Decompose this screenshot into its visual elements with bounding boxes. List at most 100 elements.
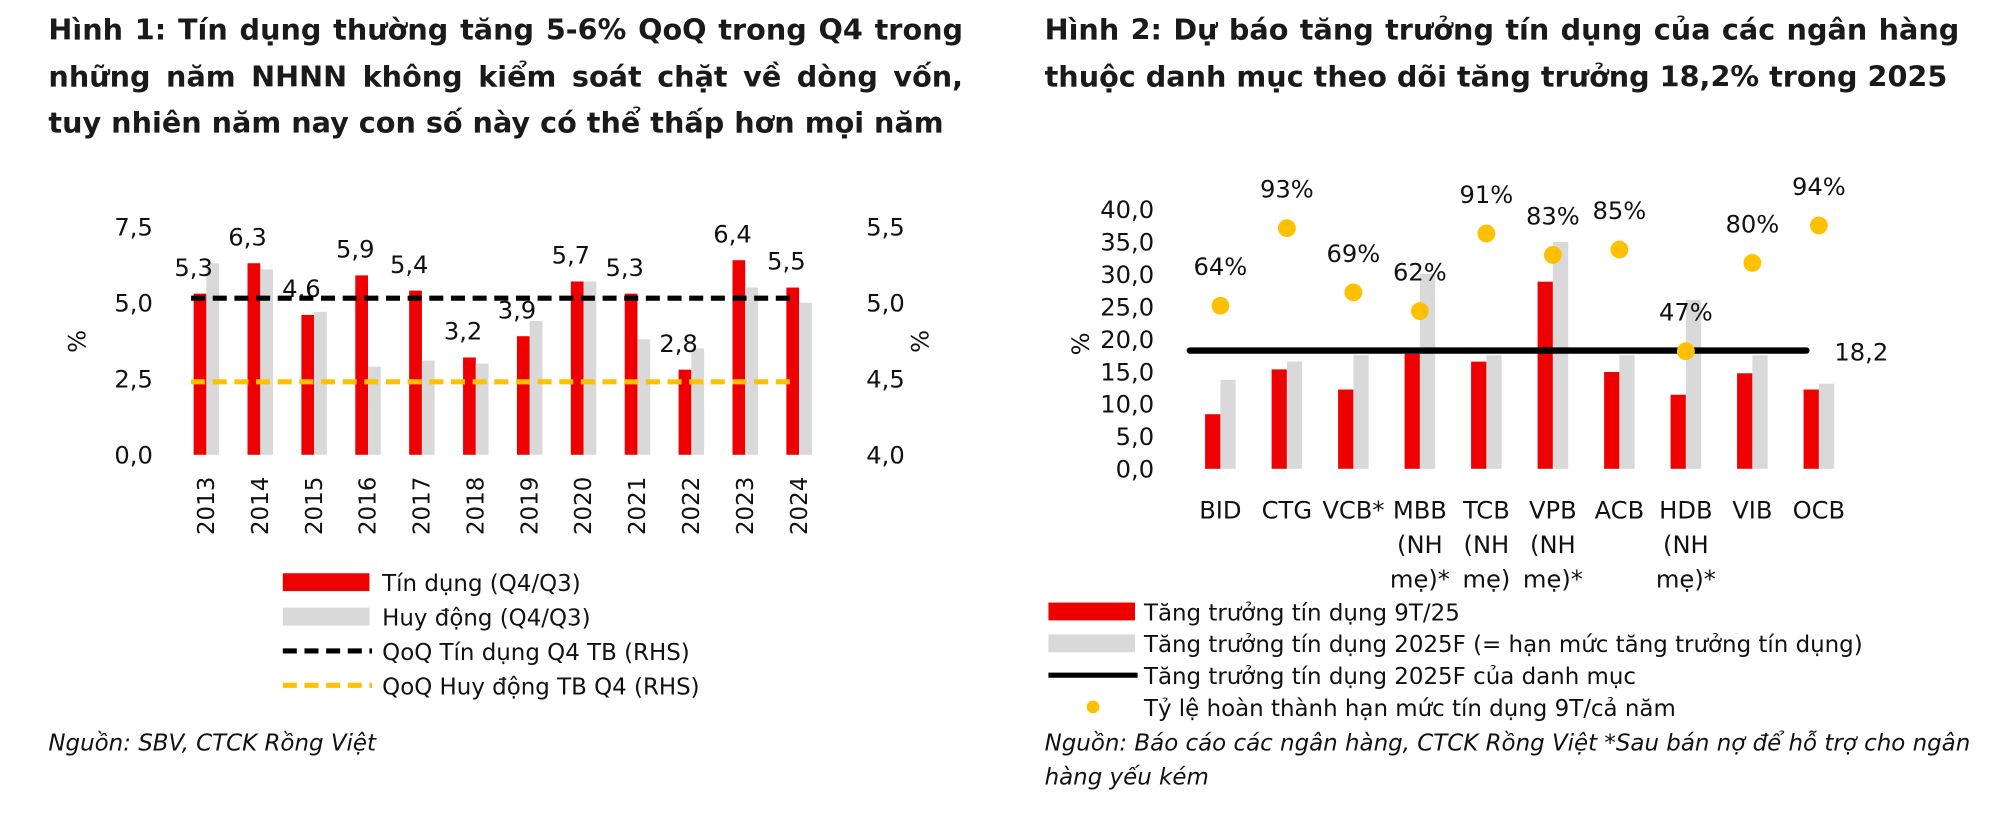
data-label-2016: 5,9 xyxy=(336,236,374,264)
y2-tick-label: 4,5 xyxy=(866,366,904,394)
y-tick-label: 0,0 xyxy=(1116,456,1154,484)
x-tick-label-HDB: HDB xyxy=(1659,496,1712,524)
bar-tin-dung-2022 xyxy=(678,369,692,455)
y-tick-label: 7,5 xyxy=(114,214,152,242)
bar-9t25-VPB xyxy=(1537,281,1553,469)
x-tick-label-VPB: mẹ)* xyxy=(1523,565,1583,593)
x-tick-label-ACB: ACB xyxy=(1595,496,1645,524)
data-label-2022: 2,8 xyxy=(659,330,697,358)
bar-9t25-HDB xyxy=(1670,394,1686,469)
bar-2025f-VIB xyxy=(1752,355,1768,469)
dot-label-VCB*: 69% xyxy=(1327,240,1381,268)
bar-huy-dong-2018 xyxy=(475,363,489,455)
data-label-2018: 3,2 xyxy=(444,318,482,346)
dot-label-VIB: 80% xyxy=(1725,210,1779,238)
x-tick-label-2016: 2016 xyxy=(356,477,382,535)
y-axis-label: % xyxy=(63,330,91,353)
dot-HDB xyxy=(1676,342,1695,361)
dot-CTG xyxy=(1277,219,1296,238)
y-tick-label: 2,5 xyxy=(114,366,152,394)
y-tick-label: 40,0 xyxy=(1100,196,1154,224)
y-tick-label: 15,0 xyxy=(1100,358,1154,386)
bar-9t25-VIB xyxy=(1737,373,1753,469)
bar-huy-dong-2014 xyxy=(260,269,273,455)
y-tick-label: 10,0 xyxy=(1100,391,1154,419)
dot-label-HDB: 47% xyxy=(1659,299,1713,327)
x-tick-label-2023: 2023 xyxy=(733,477,759,535)
y-tick-label: 5,0 xyxy=(114,290,152,318)
bar-2025f-MBB xyxy=(1419,273,1436,469)
bar-9t25-ACB xyxy=(1604,371,1620,469)
bar-9t25-VCB* xyxy=(1338,389,1354,469)
legend-swatch xyxy=(1048,634,1136,653)
line-label: 18,2 xyxy=(1834,339,1888,367)
data-label-2023: 6,4 xyxy=(713,220,751,248)
dot-ACB xyxy=(1610,240,1629,259)
dot-label-CTG: 93% xyxy=(1260,176,1314,204)
x-tick-label-2021: 2021 xyxy=(625,477,651,535)
data-label-2019: 3,9 xyxy=(498,296,536,324)
figure1-title: Hình 1: Tín dụng thường tăng 5-6% QoQ tr… xyxy=(48,14,964,141)
x-tick-label-2019: 2019 xyxy=(517,477,543,535)
x-tick-label-HDB: (NH xyxy=(1663,531,1709,559)
x-tick-label-2015: 2015 xyxy=(302,477,328,535)
dot-VIB xyxy=(1743,254,1762,272)
legend-label: Tăng trưởng tín dụng 2025F của danh mục xyxy=(1143,664,1636,690)
data-label-2013: 5,3 xyxy=(174,254,212,282)
dot-MBB xyxy=(1410,302,1429,321)
bar-huy-dong-2024 xyxy=(799,302,812,455)
bar-tin-dung-2024 xyxy=(786,287,800,455)
bar-tin-dung-2023 xyxy=(732,260,746,455)
bar-2025f-CTG xyxy=(1286,361,1303,469)
bar-huy-dong-2013 xyxy=(206,263,220,455)
bar-tin-dung-2013 xyxy=(193,293,207,455)
x-tick-label-HDB: mẹ)* xyxy=(1656,565,1716,593)
bar-tin-dung-2019 xyxy=(516,336,530,455)
legend-label: Tăng trưởng tín dụng 2025F (= hạn mức tă… xyxy=(1143,632,1863,658)
x-tick-label-VPB: VPB xyxy=(1529,496,1577,524)
dot-TCB xyxy=(1477,224,1496,243)
data-label-2021: 5,3 xyxy=(605,254,643,282)
x-tick-label-VIB: VIB xyxy=(1732,496,1772,524)
x-tick-label-OCB: OCB xyxy=(1793,496,1846,524)
figure2-source: Nguồn: Báo cáo các ngân hàng, CTCK Rồng … xyxy=(1044,729,1971,792)
legend-label: Tín dụng (Q4/Q3) xyxy=(381,571,581,597)
y-tick-label: 35,0 xyxy=(1100,228,1154,256)
data-label-2024: 5,5 xyxy=(767,248,805,276)
y-tick-label: 20,0 xyxy=(1100,326,1154,354)
dot-label-TCB: 91% xyxy=(1460,181,1514,209)
y-tick-label: 5,0 xyxy=(1116,423,1154,451)
x-tick-label-2013: 2013 xyxy=(194,477,220,535)
x-tick-label-2018: 2018 xyxy=(463,477,489,535)
bar-2025f-OCB xyxy=(1818,383,1835,469)
x-tick-label-MBB: mẹ)* xyxy=(1390,565,1450,593)
bar-2025f-HDB xyxy=(1685,299,1702,469)
bar-2025f-VCB* xyxy=(1353,355,1369,469)
legend-swatch xyxy=(282,607,370,626)
data-label-2014: 6,3 xyxy=(228,223,266,251)
data-label-2020: 5,7 xyxy=(552,242,590,270)
legend-label: QoQ Tín dụng Q4 TB (RHS) xyxy=(382,640,690,666)
legend-swatch xyxy=(1048,602,1136,621)
bar-2025f-ACB xyxy=(1619,355,1635,469)
data-label-2017: 5,4 xyxy=(390,251,428,279)
dot-BID xyxy=(1211,296,1230,315)
dot-OCB xyxy=(1809,216,1828,235)
bar-tin-dung-2016 xyxy=(355,275,369,455)
bar-9t25-OCB xyxy=(1803,389,1819,469)
x-tick-label-2017: 2017 xyxy=(410,477,436,535)
dot-label-BID: 64% xyxy=(1194,253,1248,281)
y2-tick-label: 5,5 xyxy=(866,214,904,242)
bar-huy-dong-2016 xyxy=(368,366,381,455)
x-tick-label-VCB*: VCB* xyxy=(1322,496,1384,524)
x-tick-label-2022: 2022 xyxy=(679,477,705,535)
y-axis-label: % xyxy=(1067,332,1095,355)
x-tick-label-2020: 2020 xyxy=(571,477,597,535)
bar-tin-dung-2017 xyxy=(409,290,422,455)
y-tick-label: 25,0 xyxy=(1100,293,1154,321)
figure2-title: Hình 2: Dự báo tăng trưởng tín dụng của … xyxy=(1044,14,1960,94)
y2-tick-label: 5,0 xyxy=(866,290,904,318)
bar-tin-dung-2018 xyxy=(463,357,476,455)
bar-tin-dung-2020 xyxy=(570,281,584,455)
x-tick-label-VPB: (NH xyxy=(1530,531,1576,559)
